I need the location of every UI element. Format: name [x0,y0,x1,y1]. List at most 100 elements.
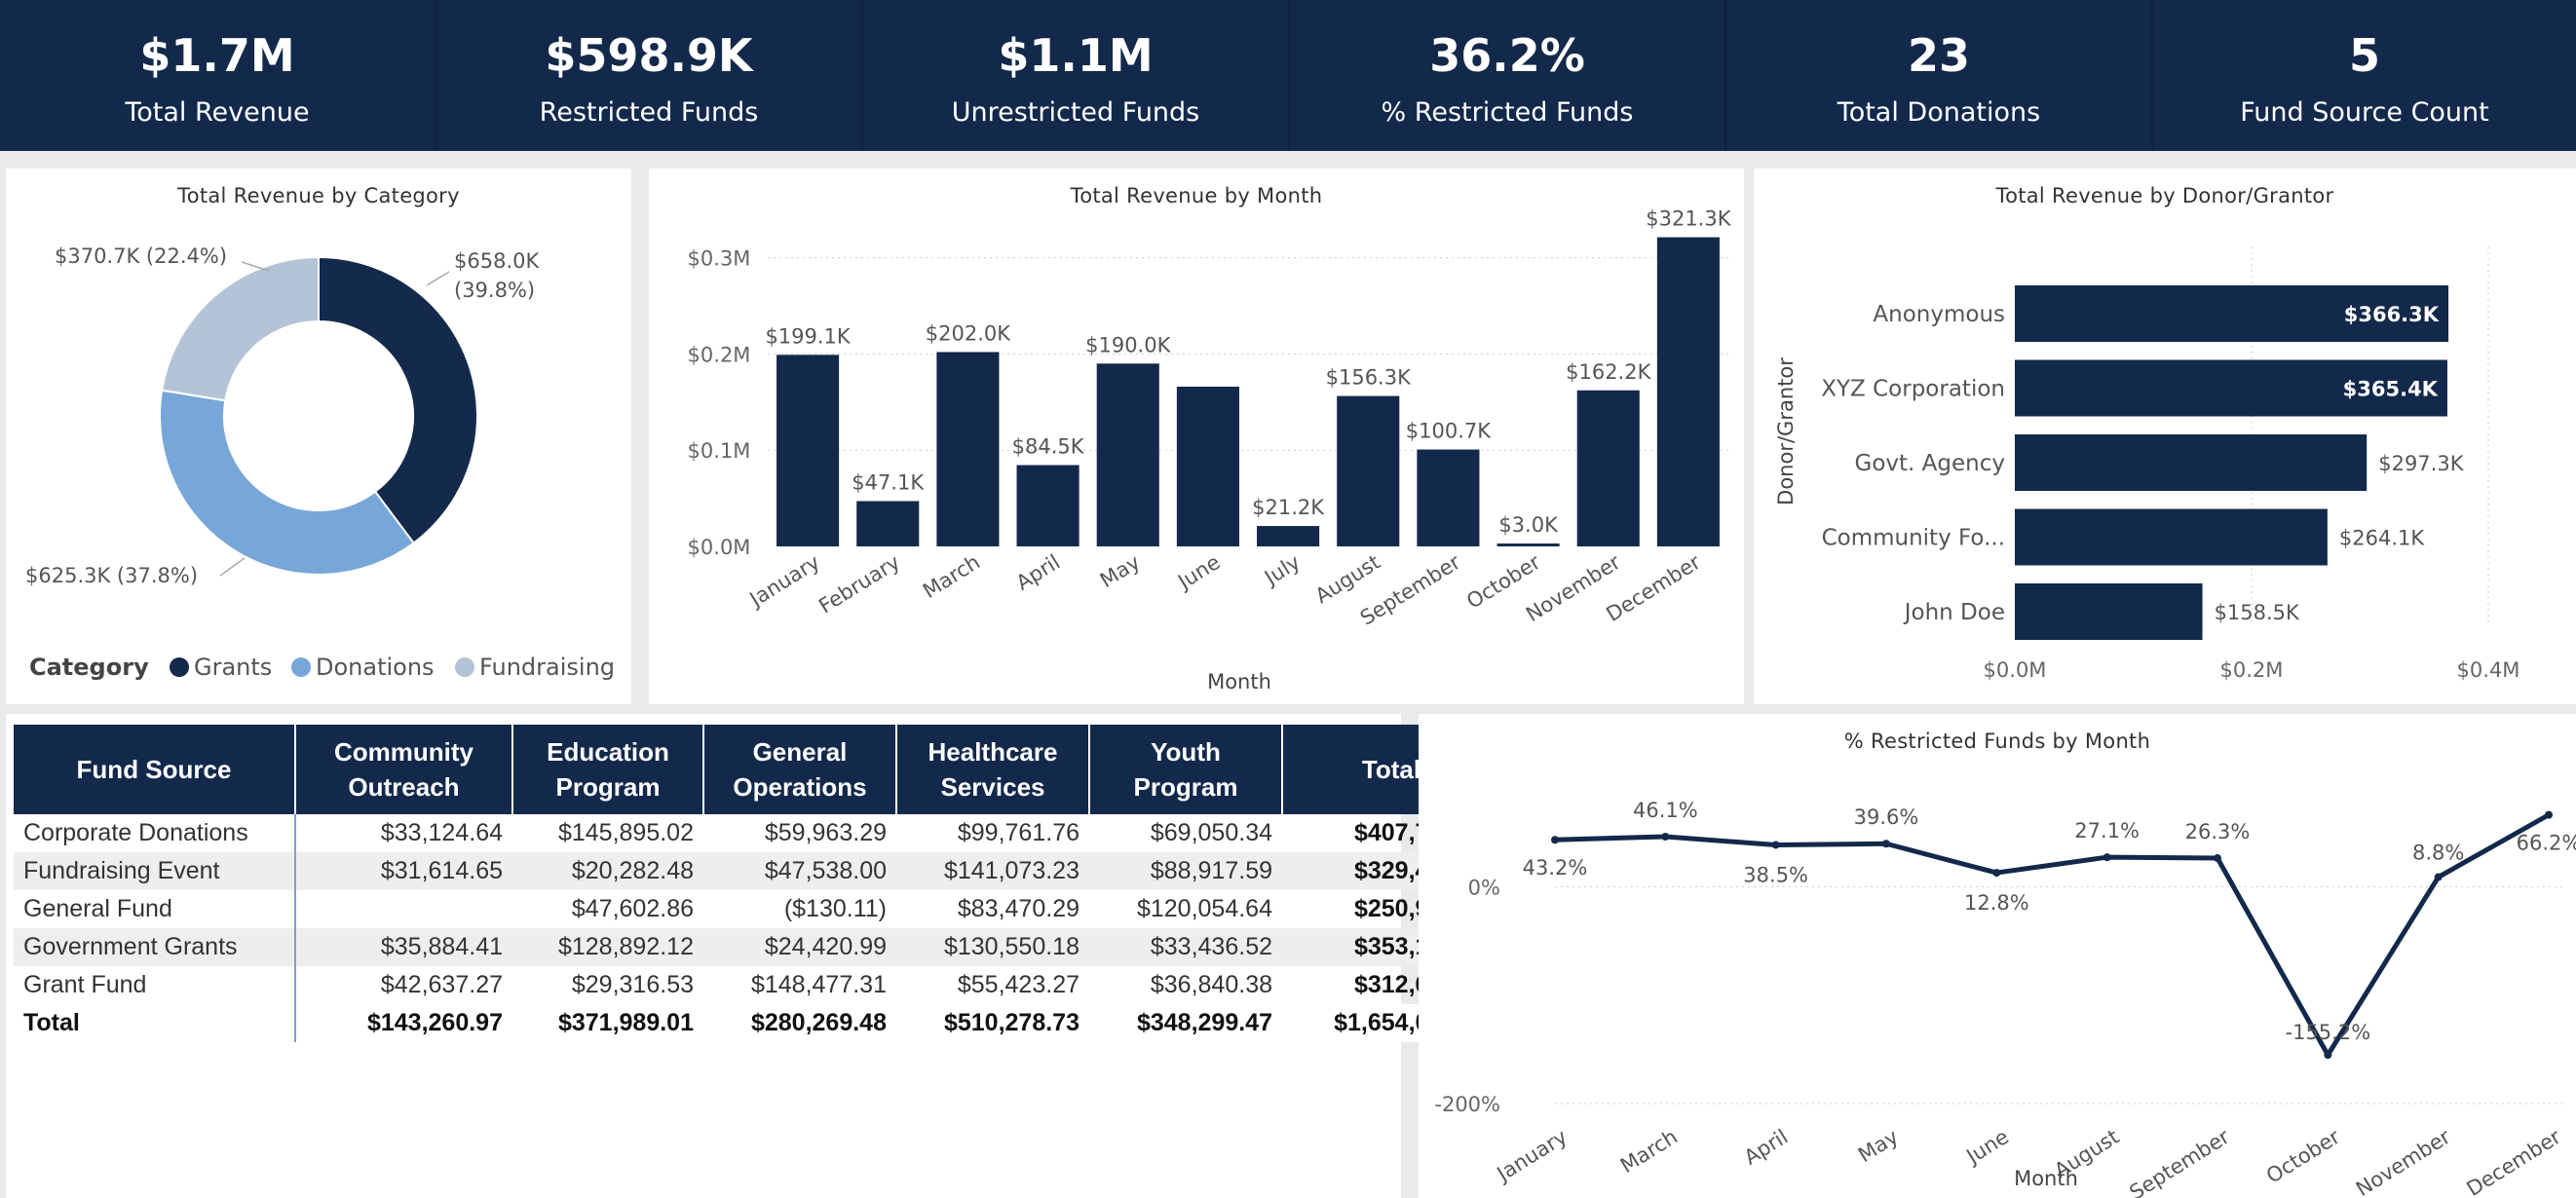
bar-august[interactable] [1337,395,1400,546]
bar-april[interactable] [1016,465,1080,546]
x-tick-label: $0.4M [2457,658,2520,682]
table-cell: $348,299.47 [1089,1004,1282,1042]
y-axis-title: Donor/Grantor [1774,357,1798,505]
table-row[interactable]: Fundraising Event $31,614.65 $20,282.48 $47… [14,852,1499,890]
revenue-by-month-panel[interactable]: Total Revenue by Month $0.0M $0.1M $0.2M $0… [649,168,1744,704]
fund-source-matrix[interactable]: Fund Source Community Outreach Education Pro… [14,725,1499,1042]
bar-data-label: $3.0K [1498,513,1559,537]
table-cell: $47,602.86 [571,895,694,922]
data-point[interactable] [1992,869,2001,878]
y-tick-label: XYZ Corporation [1821,377,2005,402]
row-label: Fundraising Event [14,852,296,890]
y-tick-label: $0.2M [688,343,751,366]
table-cell: $24,420.99 [703,928,896,966]
bar-govt-agency[interactable] [2015,434,2368,491]
bar-october[interactable] [1496,543,1560,546]
column-header-fund-source[interactable]: Fund Source [14,725,295,814]
bar-december[interactable] [1656,237,1720,546]
y-tick-label: $0.3M [688,247,751,271]
data-point[interactable] [2214,854,2221,863]
table-cell: $69,050.34 [1150,819,1272,846]
x-tick-label: February [814,550,904,618]
x-tick-label: May [1096,550,1145,592]
kpi-card-total-revenue[interactable]: $1.7M Total Revenue [0,0,435,151]
point-data-label: 46.1% [1633,799,1698,822]
column-header-general-operations[interactable]: General Operations [702,725,896,814]
bar-data-label: $47.1K [852,470,925,494]
donut-slice-fundraising[interactable] [161,255,320,402]
bar-january[interactable] [777,355,840,546]
column-header-healthcare-services[interactable]: Healthcare Services [895,725,1089,814]
data-point[interactable] [1661,833,1670,842]
bar-june[interactable] [1176,387,1239,546]
bar-anonymous[interactable] [2015,285,2449,342]
data-point[interactable] [2545,810,2553,819]
bar-november[interactable] [1576,390,1640,546]
column-header-community-outreach[interactable]: Community Outreach [294,725,512,814]
kpi-card-fund-source-count[interactable]: 5 Fund Source Count [2153,0,2576,151]
bar-data-label: $100.7K [1406,420,1492,443]
kpi-divider [435,0,436,151]
legend-label-donations[interactable]: Donations [316,654,435,681]
table-total-row[interactable]: Total $143,260.97 $371,989.01 $280,269.48 $5… [14,1004,1499,1042]
table-row[interactable]: General Fund $47,602.86 ($130.11) $83,470.2… [14,890,1499,928]
donut-chart[interactable]: $658.0K (39.8%) $625.3K (37.8%) $370.7K (22… [6,168,631,704]
kpi-card-unrestricted-funds[interactable]: $1.1M Unrestricted Funds [863,0,1288,151]
bar-xyz-corporation[interactable] [2015,359,2447,417]
bar-february[interactable] [856,501,920,546]
bar-data-label: $162.2K [1566,360,1651,384]
point-data-label: 43.2% [1523,856,1588,880]
donut-slice-grants[interactable] [318,255,478,544]
kpi-card-pct-restricted[interactable]: 36.2% % Restricted Funds [1290,0,1724,151]
data-point[interactable] [1882,840,1890,848]
column-header-youth-program[interactable]: Youth Program [1088,725,1282,814]
chart-title: % Restricted Funds by Month [1843,730,2151,753]
chart-title: Total Revenue by Category [177,184,460,207]
donut-slice-donations[interactable] [159,389,416,576]
point-data-label: 26.3% [2185,820,2251,843]
data-point[interactable] [2324,1051,2332,1060]
legend-title: Category [29,654,149,681]
series-line[interactable] [1554,812,2551,1058]
table-cell: $371,989.01 [512,1004,703,1042]
slice-value-label: $625.3K (37.8%) [25,564,198,587]
legend-label-grants[interactable]: Grants [194,654,272,681]
data-point[interactable] [1551,836,1559,844]
bar-john-doe[interactable] [2015,583,2203,640]
data-point[interactable] [2434,873,2443,881]
x-tick-label: July [1259,550,1304,590]
bar-may[interactable] [1096,363,1159,546]
row-label: Government Grants [14,928,296,966]
table-cell: $88,917.59 [1089,852,1282,890]
bar-july[interactable] [1257,526,1320,546]
pct-restricted-line-chart[interactable]: 0% -200% 43.2% January 46.1% March 38.5% April 3… [1419,714,2576,1198]
legend-label-fundraising[interactable]: Fundraising [479,654,615,681]
bar-march[interactable] [936,352,1000,546]
x-tick-label: January [744,550,824,613]
y-tick-label: $0.0M [688,536,751,559]
revenue-by-donor-panel[interactable]: Total Revenue by Donor/Grantor $0.0M $0.2… [1754,168,2576,704]
table-row[interactable]: Government Grants $35,884.41 $128,892.12 $2… [14,928,1499,966]
kpi-card-restricted-funds[interactable]: $598.9K Restricted Funds [436,0,861,151]
kpi-card-total-donations[interactable]: 23 Total Donations [1726,0,2151,151]
data-point[interactable] [2102,853,2111,862]
table-cell: $510,278.73 [896,1004,1089,1042]
bar-september[interactable] [1417,449,1480,546]
table-row[interactable]: Corporate Donations $33,124.64 $145,895.02… [14,814,1499,852]
revenue-by-category-panel[interactable]: Total Revenue by Category $658.0K (39.8%)… [6,168,631,704]
kpi-value: $1.7M [139,29,295,82]
bar-community-fo[interactable] [2015,508,2328,566]
point-data-label: 66.2% [2517,832,2576,855]
pct-restricted-panel[interactable]: % Restricted Funds by Month 0% -200% 43.2%… [1419,714,2576,1198]
x-tick-label: January [1492,1125,1572,1187]
kpi-band: $1.7M Total Revenue $598.9K Restricted F… [0,0,2576,151]
x-tick-label: December [2463,1125,2565,1198]
table-row[interactable]: Grant Fund $42,637.27 $29,316.53 $148,477.3… [14,966,1499,1004]
x-tick-label: November [2352,1125,2455,1198]
table-cell: $29,316.53 [571,971,694,998]
month-bar-chart[interactable]: $0.0M $0.1M $0.2M $0.3M $199.1K January $47.1K… [649,168,1744,704]
donor-bar-chart[interactable]: $0.0M $0.2M $0.4M $366.3K Anonymous $365.4K XY… [1754,168,2576,704]
column-header-education-program[interactable]: Education Program [511,725,703,814]
table-cell: $99,761.76 [957,819,1080,846]
data-point[interactable] [1771,841,1780,849]
